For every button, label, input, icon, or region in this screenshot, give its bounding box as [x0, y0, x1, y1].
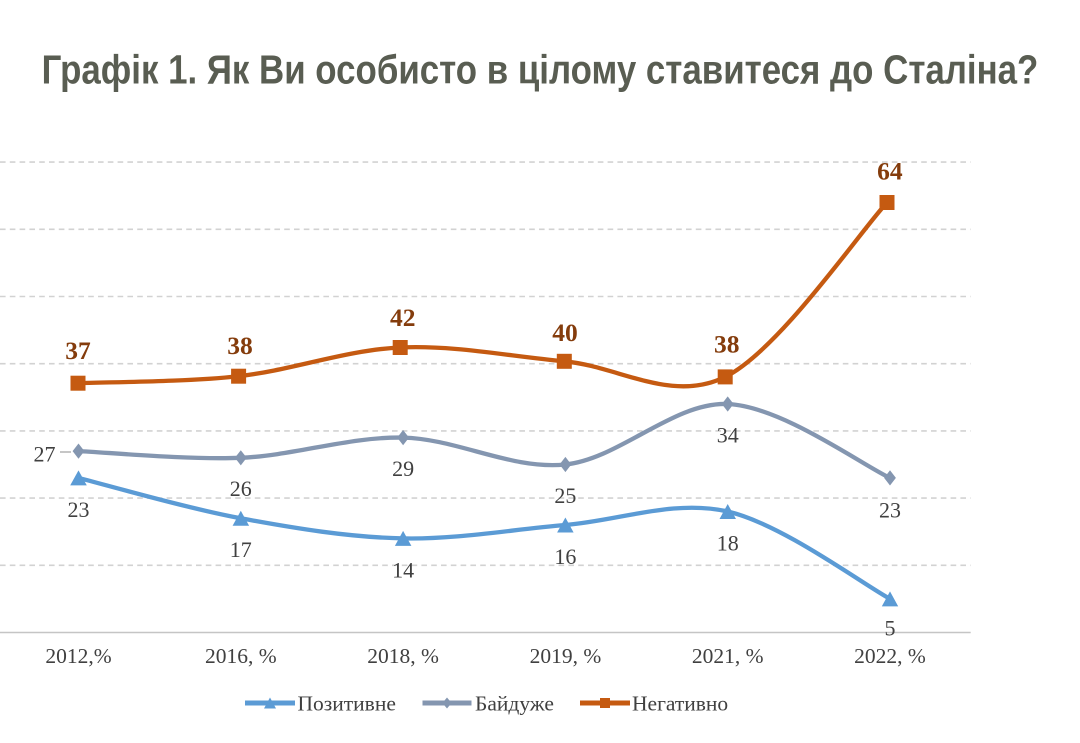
svg-text:2019, %: 2019, % [530, 644, 602, 668]
svg-text:2016, %: 2016, % [205, 644, 277, 668]
svg-text:23: 23 [879, 498, 901, 523]
svg-text:42: 42 [390, 303, 416, 332]
svg-text:2012,%: 2012,% [45, 644, 111, 668]
svg-text:26: 26 [230, 476, 252, 501]
svg-text:25: 25 [554, 483, 576, 508]
svg-text:5: 5 [885, 615, 896, 640]
svg-text:37: 37 [65, 336, 91, 365]
svg-text:Негативно: Негативно [632, 692, 728, 716]
svg-text:2021, %: 2021, % [692, 644, 764, 668]
svg-text:34: 34 [717, 422, 739, 447]
svg-text:64: 64 [877, 157, 903, 186]
svg-text:38: 38 [714, 329, 740, 358]
svg-text:Графік 1. Як Ви особисто в ціл: Графік 1. Як Ви особисто в цілому ставит… [42, 48, 1039, 93]
svg-text:23: 23 [68, 497, 90, 522]
svg-text:Позитивне: Позитивне [298, 692, 396, 716]
svg-text:18: 18 [717, 530, 739, 555]
svg-text:2018, %: 2018, % [367, 644, 439, 668]
svg-text:27: 27 [34, 441, 56, 466]
svg-text:29: 29 [392, 456, 414, 481]
svg-text:Байдуже: Байдуже [475, 692, 554, 716]
svg-text:38: 38 [227, 331, 253, 360]
svg-text:14: 14 [392, 557, 414, 582]
svg-text:17: 17 [230, 537, 252, 562]
svg-text:2022, %: 2022, % [854, 644, 926, 668]
svg-text:40: 40 [552, 318, 578, 347]
svg-text:16: 16 [554, 544, 576, 569]
